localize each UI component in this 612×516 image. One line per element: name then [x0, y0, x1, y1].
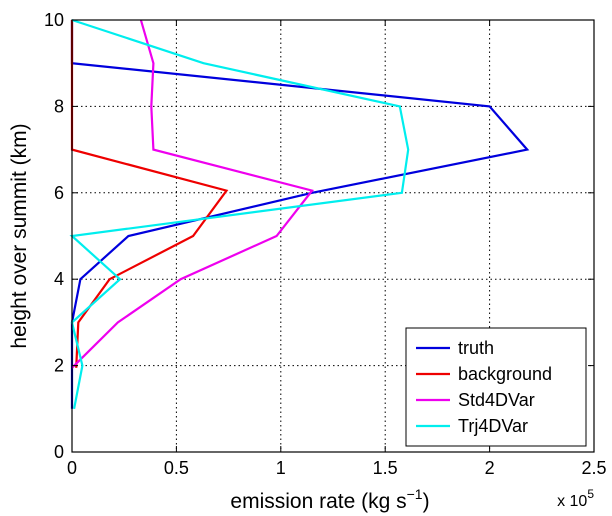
- y-tick-label: 8: [54, 96, 64, 116]
- y-tick-label: 10: [44, 10, 64, 30]
- ticks: 0 0.5 1 1.5 2 2.5 0 2 4 6 8 10: [44, 10, 607, 478]
- y-axis-label: height over summit (km): [8, 123, 31, 348]
- legend-label-background: background: [458, 364, 552, 384]
- x-tick-label: 0: [67, 458, 77, 478]
- x-axis-label: emission rate (kg s−1): [230, 486, 429, 513]
- x-tick-label: 1.5: [373, 458, 398, 478]
- x-scale-base: x 10: [557, 493, 587, 510]
- x-tick-label: 0.5: [164, 458, 189, 478]
- legend: truth background Std4DVar Trj4DVar: [405, 327, 587, 447]
- grid: [72, 20, 594, 452]
- x-axis-label-main: emission rate (kg s: [230, 490, 406, 513]
- legend-label-truth: truth: [458, 338, 494, 358]
- x-tick-label: 2.5: [581, 458, 606, 478]
- plot-frame: [71, 19, 595, 453]
- x-axis-label-close: ): [423, 490, 430, 513]
- x-tick-label: 2: [485, 458, 495, 478]
- legend-label-std4dvar: Std4DVar: [458, 390, 535, 410]
- y-tick-label: 2: [54, 356, 64, 376]
- x-tick-label: 1: [276, 458, 286, 478]
- y-tick-label: 6: [54, 183, 64, 203]
- legend-label-trj4dvar: Trj4DVar: [458, 416, 528, 436]
- series-line-trj4dvar: [69, 18, 410, 410]
- x-axis-scale-factor: x 105: [557, 487, 594, 510]
- y-tick-label: 0: [54, 442, 64, 462]
- y-tick-label: 4: [54, 269, 64, 289]
- x-axis-label-superscript: −1: [407, 486, 423, 502]
- x-scale-exponent: 5: [587, 487, 594, 501]
- series-line-std4dvar: [71, 19, 315, 369]
